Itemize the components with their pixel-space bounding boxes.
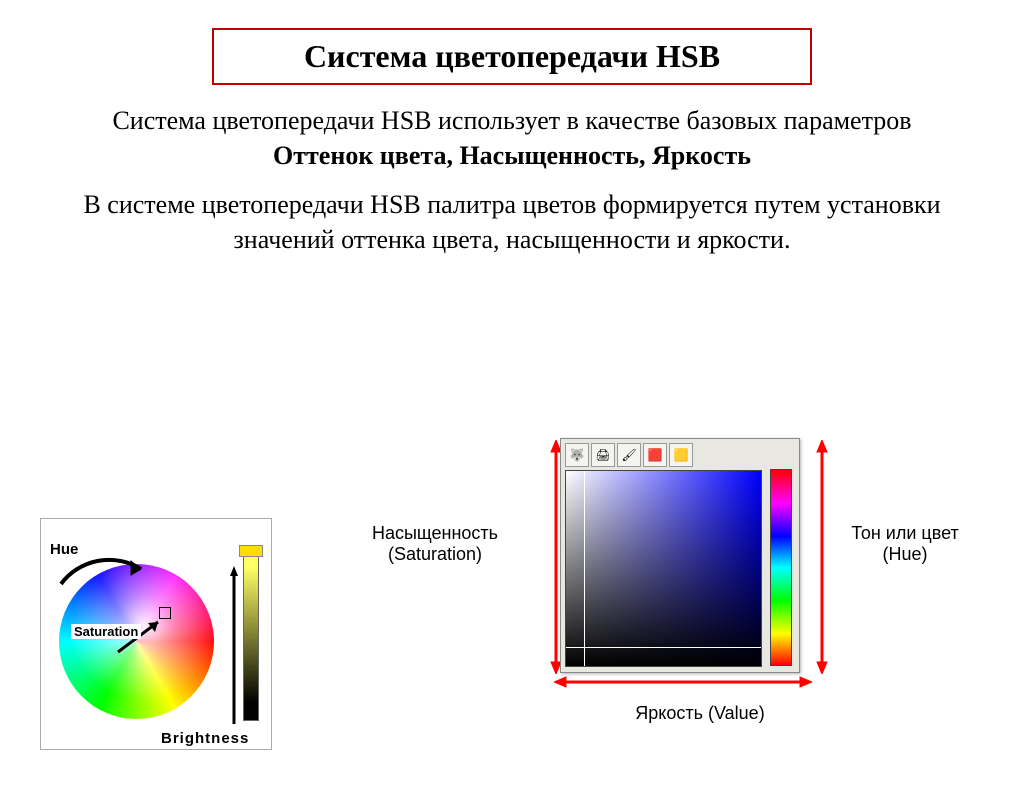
toolbar-icon: 🐺: [565, 443, 589, 467]
brightness-bar: [243, 549, 259, 721]
saturation-marker: [159, 607, 171, 619]
toolbar-icon: 🖨: [591, 443, 615, 467]
axis-hue-text: Тон или цвет: [851, 523, 958, 543]
hue-strip: [770, 469, 792, 666]
hue-axis-arrow: [816, 440, 828, 674]
para1-pre: Система цветопередачи HSB использует в к…: [112, 106, 911, 135]
toolbar-icon: 🟨: [669, 443, 693, 467]
brightness-label: Brightness: [161, 730, 249, 747]
toolbar-icon: 🖌: [617, 443, 641, 467]
brightness-knob: [239, 545, 263, 557]
value-axis-arrow: [554, 676, 812, 688]
axis-hue-label: Тон или цвет (Hue): [830, 523, 980, 565]
intro-paragraph-2: В системе цветопередачи HSB палитра цвет…: [72, 187, 952, 257]
brightness-arrow: [229, 564, 239, 729]
hsb-wheel-diagram: Hue Saturation Brightness: [40, 518, 272, 750]
figures-area: Hue Saturation Brightness Насыщенность (…: [0, 398, 1024, 788]
axis-saturation-sub: (Saturation): [388, 544, 482, 564]
hsb-picker-diagram: Насыщенность (Saturation) Яркость (Value…: [510, 428, 970, 758]
toolbar-icon: 🟥: [643, 443, 667, 467]
axis-saturation-label: Насыщенность (Saturation): [335, 523, 535, 565]
hue-arc-arrow: [51, 539, 151, 599]
picker-toolbar: 🐺 🖨 🖌 🟥 🟨: [565, 443, 795, 467]
page-title: Система цветопередачи HSB: [212, 28, 812, 85]
sv-cross-h: [566, 647, 761, 648]
color-picker-panel: 🐺 🖨 🖌 🟥 🟨: [560, 438, 800, 673]
intro-paragraph-1: Система цветопередачи HSB использует в к…: [72, 103, 952, 173]
para1-bold: Оттенок цвета, Насыщенность, Яркость: [273, 141, 751, 170]
sv-field: [565, 470, 762, 667]
saturation-label: Saturation: [71, 624, 141, 639]
axis-saturation-text: Насыщенность: [372, 523, 498, 543]
axis-value-label: Яркость (Value): [600, 703, 800, 724]
axis-hue-sub: (Hue): [882, 544, 927, 564]
sv-black-overlay: [566, 471, 761, 666]
sv-cross-v: [584, 471, 585, 666]
